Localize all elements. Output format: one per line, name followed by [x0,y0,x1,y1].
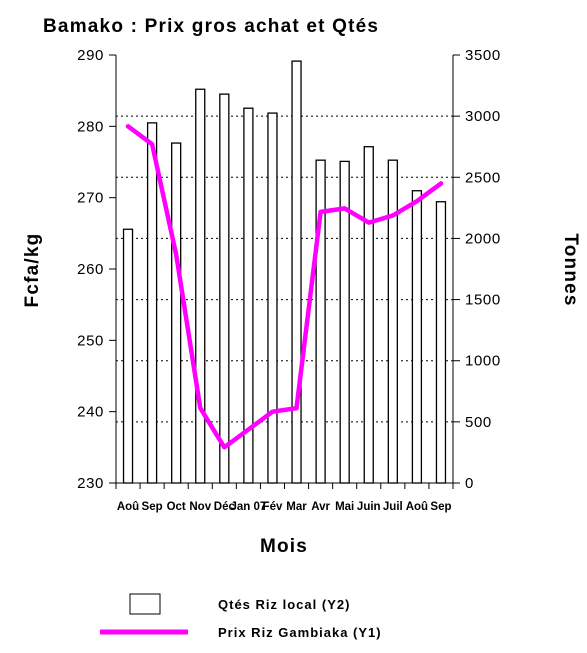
x-axis-label: Mois [260,536,308,557]
left-tick-label: 250 [77,332,104,349]
x-tick-label: Nov [189,501,211,513]
x-tick-label: Sep [142,501,163,513]
x-tick-label: Mar [286,501,307,513]
y-axis-label-left: Fcfa/kg [22,233,43,308]
bar-series [122,60,447,484]
bar [219,93,230,484]
right-tick-label: 3000 [465,108,501,125]
x-tick-label: Aoû [406,501,428,513]
x-tick-label: Mai [335,501,354,513]
right-tick-label: 2500 [465,169,501,186]
x-tick-label: Déc [214,501,236,513]
legend-line-label: Prix Riz Gambiaka (Y1) [218,625,382,640]
left-tick-label: 240 [77,404,104,421]
right-tick-label: 3500 [465,47,501,64]
left-axis-ticks: 230 240 250 260 270 280 290 [77,47,116,492]
x-tick-label: Sep [430,501,451,513]
price-line [125,124,444,450]
x-tick-label: Juin [357,501,381,513]
line-series [125,124,444,450]
bar [171,142,182,484]
x-tick-label: Juil [383,501,403,513]
bar [146,122,158,484]
legend: Qtés Riz local (Y2) Prix Riz Gambiaka (Y… [100,593,382,640]
chart-title: Bamako : Prix gros achat et Qtés [43,16,379,37]
right-tick-label: 1000 [465,353,501,370]
legend-bar-label: Qtés Riz local (Y2) [218,597,350,612]
y-axis-label-right: Tonnes [560,233,581,306]
left-tick-label: 230 [77,475,104,492]
x-tick-label: Oct [167,501,186,513]
right-axis-ticks: 0 500 1000 1500 2000 2500 3000 3500 [453,47,501,492]
bar [315,159,326,484]
x-tick-label: Jan 07 [230,501,266,513]
bar [122,228,134,484]
bar [387,159,398,484]
bar [195,88,206,484]
left-tick-label: 290 [77,47,104,64]
left-tick-label: 280 [77,118,104,135]
bar [291,60,302,484]
bar [435,201,447,484]
legend-bar-swatch [129,593,161,615]
left-tick-label: 270 [77,190,104,207]
x-tick-label: Fév [263,501,283,513]
right-tick-label: 1500 [465,292,501,309]
right-tick-label: 500 [465,414,492,431]
bar [363,146,374,484]
bar [411,190,423,484]
gridlines [116,115,453,423]
right-tick-label: 2000 [465,230,501,247]
x-tick-label: Aoû [117,501,139,513]
right-tick-label: 0 [465,475,474,492]
left-tick-label: 260 [77,261,104,278]
x-tick-label: Avr [311,501,330,513]
bar [267,112,278,484]
